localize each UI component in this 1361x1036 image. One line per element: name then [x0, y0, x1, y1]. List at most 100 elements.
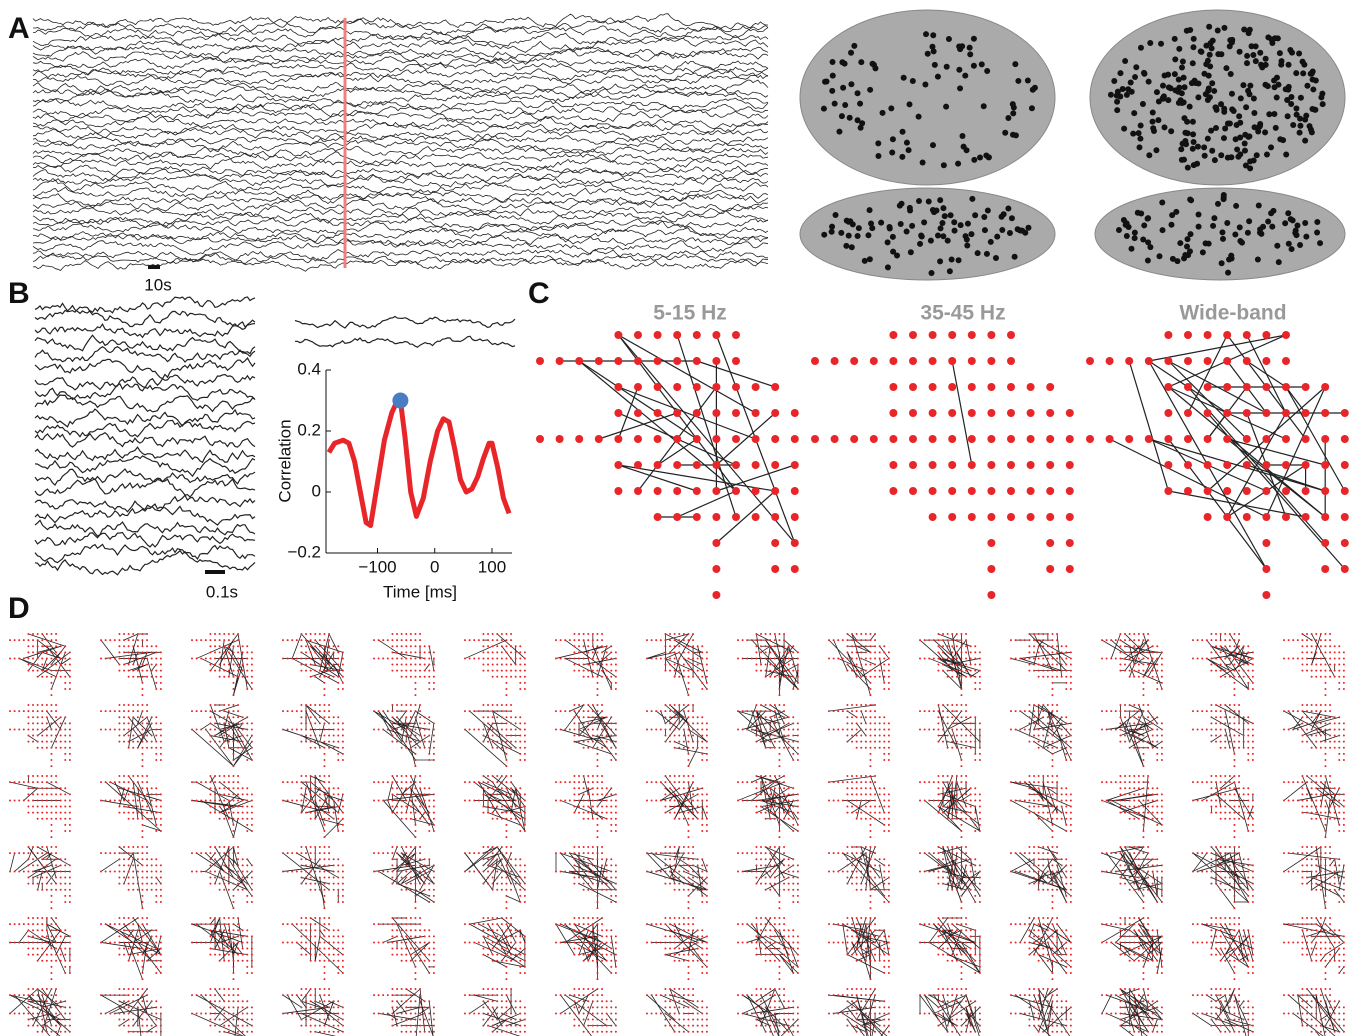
electrode — [218, 639, 221, 642]
electrode — [405, 633, 408, 635]
electrode — [692, 357, 701, 365]
electrode — [1306, 710, 1309, 713]
electrode — [1060, 722, 1063, 725]
electrode — [903, 228, 910, 235]
electrode — [1224, 740, 1227, 743]
electrode — [391, 734, 394, 737]
connection — [1316, 716, 1340, 724]
electrode — [614, 461, 623, 469]
electrode — [246, 752, 249, 755]
electrode — [377, 728, 380, 731]
electrode — [737, 710, 739, 713]
electrode — [773, 740, 776, 743]
electrode — [337, 823, 340, 826]
electrode — [150, 675, 153, 678]
electrode — [659, 710, 662, 713]
electrode — [790, 487, 799, 495]
electrode — [482, 793, 485, 796]
electrode — [1304, 82, 1311, 89]
electrode — [750, 657, 753, 660]
electrode — [36, 710, 39, 713]
connection — [1124, 729, 1144, 736]
electrode — [428, 681, 431, 684]
electrode — [559, 639, 562, 642]
electrode — [1224, 746, 1227, 749]
electrode — [829, 72, 836, 79]
electrode — [36, 663, 39, 666]
electrode — [514, 740, 517, 743]
electrode — [1329, 669, 1332, 672]
electrode — [146, 722, 149, 725]
electrode — [959, 43, 966, 50]
electrode — [1187, 26, 1194, 33]
electrode — [960, 734, 963, 737]
electrode — [232, 775, 235, 777]
electrode — [587, 817, 590, 820]
electrode — [1184, 357, 1192, 365]
electrode — [778, 787, 781, 790]
electrode — [614, 746, 617, 749]
electrode — [783, 775, 786, 777]
electrode — [1292, 728, 1295, 731]
electrode — [1242, 131, 1249, 138]
electrode — [1146, 152, 1153, 159]
electrode — [987, 539, 996, 547]
electrode — [405, 740, 408, 743]
electrode — [109, 799, 112, 802]
electrode — [610, 740, 613, 743]
electrode — [318, 645, 321, 648]
electrode — [295, 728, 298, 731]
electrode — [123, 805, 126, 808]
electrode — [956, 66, 963, 73]
electrode — [664, 663, 667, 666]
electrode — [41, 669, 44, 672]
electrode — [305, 775, 308, 777]
connection — [123, 633, 139, 641]
electrode — [68, 728, 71, 731]
electrode — [783, 663, 786, 666]
electrode — [328, 781, 331, 784]
electrode — [291, 781, 294, 784]
electrode — [237, 775, 240, 777]
electrode — [1219, 704, 1222, 706]
electrode — [751, 409, 760, 417]
electrode — [1310, 657, 1313, 660]
electrode — [878, 645, 881, 648]
electrode — [1319, 734, 1322, 737]
electrode — [191, 710, 193, 713]
electrode — [573, 722, 576, 725]
electrode — [1046, 716, 1049, 719]
connection — [669, 787, 698, 820]
electrode — [227, 734, 230, 737]
panel-label: A — [8, 12, 30, 45]
electrode — [965, 734, 968, 737]
electrode — [687, 728, 690, 731]
electrode — [232, 781, 235, 784]
trace — [32, 25, 769, 41]
connection — [942, 670, 962, 690]
electrode — [1255, 128, 1262, 135]
electrode — [778, 817, 781, 820]
electrode — [701, 799, 704, 802]
electrode — [1159, 227, 1166, 234]
electrode — [150, 716, 153, 719]
electrode — [1214, 200, 1221, 207]
electrode — [318, 799, 321, 802]
electrode — [1130, 130, 1137, 137]
electrode — [978, 687, 981, 690]
electrode — [250, 657, 253, 660]
electrode — [1137, 734, 1140, 737]
electrode — [1205, 240, 1212, 247]
electrode — [487, 740, 490, 743]
electrode — [246, 829, 249, 832]
electrode — [712, 331, 721, 339]
electrode — [1019, 657, 1022, 660]
connection — [1056, 633, 1063, 677]
trace — [32, 115, 769, 130]
electrode — [68, 740, 71, 743]
electrode — [64, 681, 67, 684]
electrode — [705, 746, 708, 749]
electrode — [1293, 70, 1300, 77]
electrode — [1273, 94, 1280, 101]
electrode — [573, 704, 576, 706]
